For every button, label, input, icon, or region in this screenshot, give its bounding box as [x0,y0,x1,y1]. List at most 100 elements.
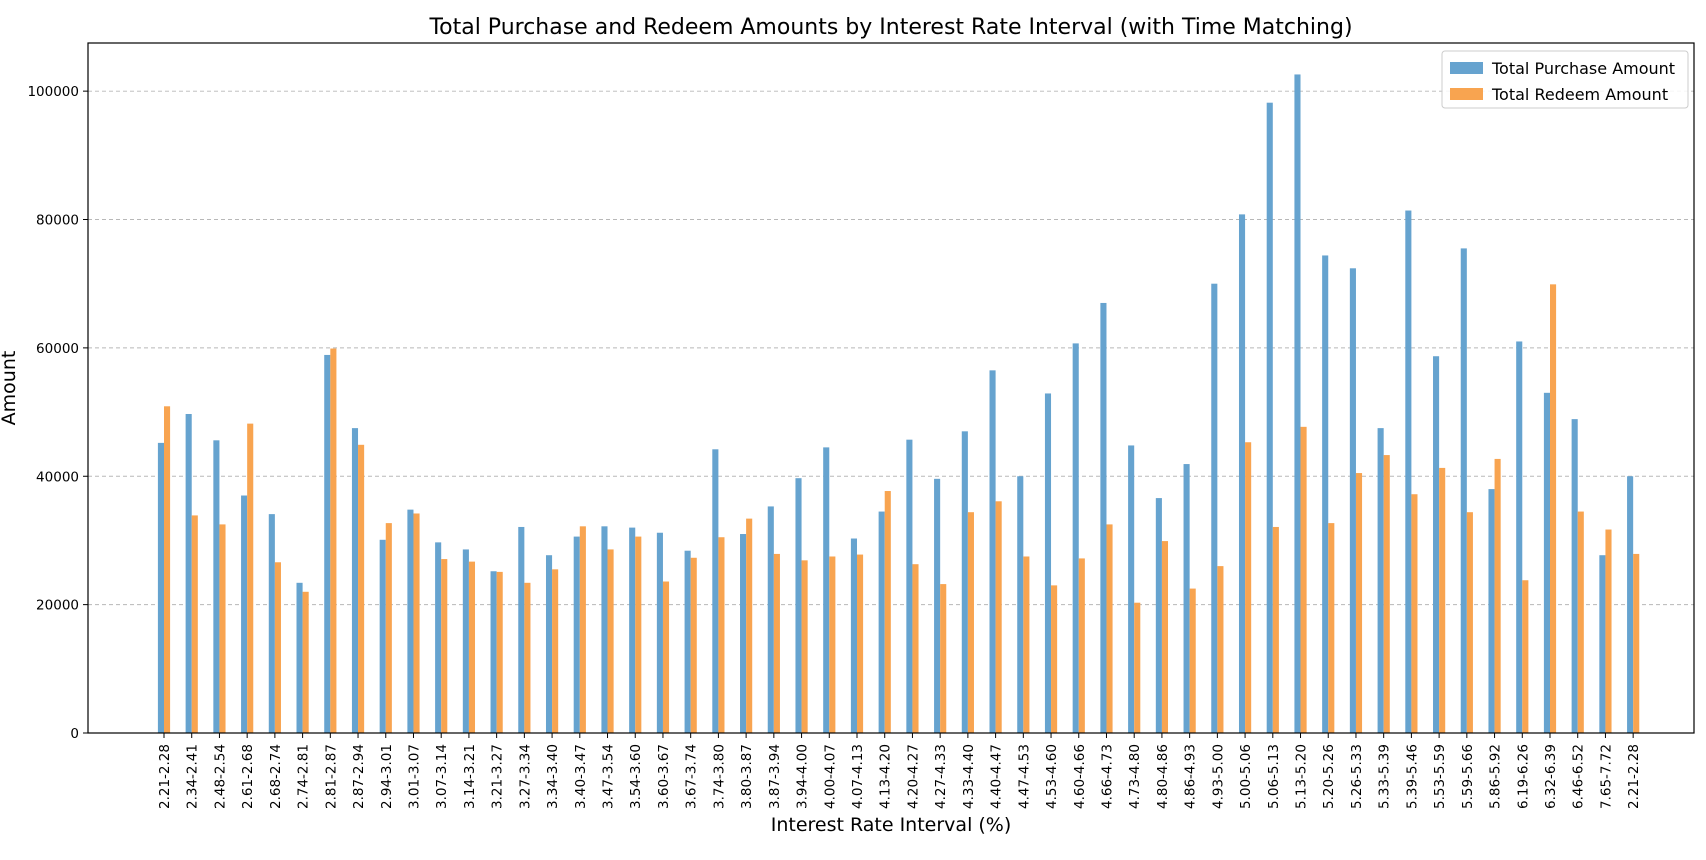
x-tick-label: 3.67-3.74 [684,744,700,809]
x-tick-label: 4.86-4.93 [1183,744,1199,809]
bar-purchase [1516,341,1523,733]
bar-purchase [656,532,663,733]
bar-redeem [579,526,586,733]
x-tick-label: 2.48-2.54 [212,744,228,809]
x-tick-label: 3.74-3.80 [711,744,727,809]
bar-purchase [767,506,774,733]
legend-swatch-1 [1450,88,1483,100]
y-tick-label: 80000 [36,213,79,229]
bar-redeem [302,591,309,733]
bar-redeem [1633,553,1640,733]
x-tick-label: 2.61-2.68 [240,744,256,809]
x-tick-label: 4.73-4.80 [1127,744,1143,809]
bar-redeem [1189,588,1196,733]
x-tick-label: 5.06-5.13 [1266,744,1282,809]
bar-purchase [1571,419,1578,733]
bar-redeem [1605,529,1612,733]
bar-purchase [1100,302,1107,733]
bar-purchase [1183,464,1190,733]
bar-redeem [468,561,476,733]
bar-purchase [906,439,913,733]
y-tick-label: 0 [70,726,79,742]
bar-redeem [884,491,891,733]
legend-swatch-0 [1450,62,1483,74]
y-axis: 0 20000 40000 60000 80000 100000 [27,84,88,742]
bar-purchase [545,555,553,733]
x-tick-label: 2.21-2.28 [157,744,173,809]
bar-redeem [552,569,559,733]
bar-redeem [801,560,808,733]
x-tick-label: 3.14-3.21 [462,744,478,809]
bar-redeem [524,582,531,733]
bar-redeem [1078,558,1085,733]
y-tick-label: 60000 [36,341,79,357]
bar-redeem [1328,523,1335,733]
bar-redeem [1134,602,1141,733]
x-tick-label: 4.47-4.53 [1016,744,1032,809]
x-tick-label: 3.47-3.54 [601,744,617,809]
x-tick-label: 4.66-4.73 [1099,744,1115,809]
x-tick-label: 4.33-4.40 [961,744,977,809]
x-tick-label: 5.59-5.66 [1460,744,1476,809]
bar-purchase [241,495,248,733]
bar-redeem [385,523,392,733]
bar-redeem [219,524,226,733]
legend-label-0: Total Purchase Amount [1491,59,1675,78]
bar-purchase [324,354,331,733]
x-tick-label: 4.20-4.27 [905,744,921,809]
x-axis-label: Interest Rate Interval (%) [771,814,1012,836]
x-tick-label: 4.07-4.13 [850,744,866,809]
x-tick-label: 3.54-3.60 [628,744,644,809]
x-tick-label: 3.40-3.47 [573,744,589,809]
x-tick-label: 4.13-4.20 [878,744,894,809]
x-tick-label: 6.46-6.52 [1571,744,1587,809]
bar-purchase [1377,428,1384,733]
bar-redeem [330,348,337,733]
y-tick-label: 20000 [36,598,79,614]
x-tick-label: 6.32-6.39 [1543,744,1559,809]
bar-redeem [1522,580,1529,733]
bar-redeem [746,518,753,733]
x-tick-label: 4.60-4.66 [1072,744,1088,809]
bar-purchase [1488,489,1495,733]
bar-redeem [662,581,670,733]
x-tick-label: 3.21-3.27 [490,744,506,809]
y-tick-label: 100000 [27,84,79,100]
bar-redeem [1300,426,1307,733]
x-tick-label: 5.26-5.33 [1349,744,1365,809]
bar-purchase [795,478,802,733]
bar-redeem [967,512,974,733]
x-tick-label: 6.19-6.26 [1515,744,1531,809]
x-axis: 2.21-2.28 2.34-2.41 2.48-2.54 2.61-2.68 2.68… [157,733,1642,809]
x-tick-label: 4.80-4.86 [1155,744,1171,809]
bar-redeem [1245,442,1252,733]
bar-redeem [1494,458,1501,733]
bar-redeem [1051,585,1058,733]
x-tick-label: 2.74-2.81 [296,744,312,809]
bar-purchase [1322,255,1329,733]
plot-frame [87,42,1695,734]
bar-redeem [274,562,281,733]
legend-label-1: Total Redeem Amount [1491,85,1668,104]
x-tick-label: 5.39-5.46 [1404,744,1420,809]
bar-purchase [823,447,830,733]
x-tick-label: 4.27-4.33 [933,744,949,809]
bar-purchase [1238,214,1246,734]
x-tick-label: 4.53-4.60 [1044,744,1060,809]
bar-redeem [635,536,642,733]
bar-redeem [718,537,725,733]
x-tick-label: 3.60-3.67 [656,744,672,809]
bar-purchase [740,534,747,733]
bar-purchase [1266,102,1273,734]
chart-title: Total Purchase and Redeem Amounts by Int… [428,15,1352,40]
legend-box [1441,50,1689,109]
bar-redeem [1355,473,1363,733]
bar-redeem [247,423,254,733]
bar-purchase [712,449,719,733]
bar-purchase [961,431,968,733]
bar-purchase [490,571,497,733]
bar-redeem [773,553,780,733]
x-tick-label: 5.00-5.06 [1238,744,1254,809]
bar-redeem [1577,511,1584,733]
